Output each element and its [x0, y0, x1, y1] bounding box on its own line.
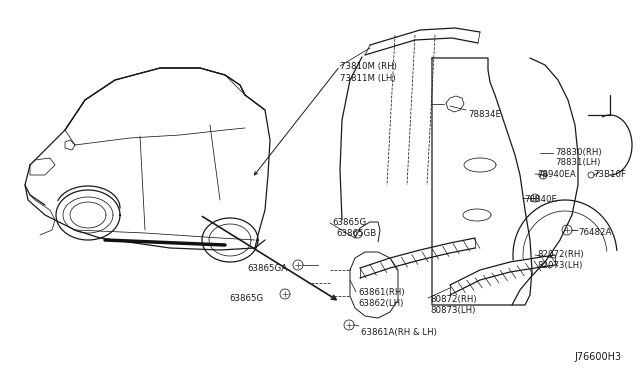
- Text: 82072(RH): 82072(RH): [537, 250, 584, 259]
- Text: 63865GB: 63865GB: [336, 229, 376, 238]
- Text: 78834E: 78834E: [468, 110, 501, 119]
- Text: 78940EA: 78940EA: [537, 170, 576, 179]
- Text: 63861(RH): 63861(RH): [358, 288, 404, 297]
- Text: J76600H3: J76600H3: [575, 352, 622, 362]
- Text: 82073(LH): 82073(LH): [537, 261, 582, 270]
- Text: 80872(RH): 80872(RH): [430, 295, 477, 304]
- Text: 63865G: 63865G: [229, 294, 263, 303]
- Text: 80873(LH): 80873(LH): [430, 306, 476, 315]
- Text: 76482A: 76482A: [578, 228, 611, 237]
- Text: 78830(RH): 78830(RH): [555, 148, 602, 157]
- Text: 63865G: 63865G: [332, 218, 366, 227]
- Text: 73811M (LH): 73811M (LH): [340, 74, 396, 83]
- Text: 73B10F: 73B10F: [593, 170, 626, 179]
- Text: 63861A(RH & LH): 63861A(RH & LH): [361, 328, 437, 337]
- Text: 73810M (RH): 73810M (RH): [340, 62, 397, 71]
- Text: 78831(LH): 78831(LH): [555, 158, 600, 167]
- Text: 63865GA: 63865GA: [247, 264, 287, 273]
- Text: 78840E: 78840E: [524, 195, 557, 204]
- Text: 63862(LH): 63862(LH): [358, 299, 403, 308]
